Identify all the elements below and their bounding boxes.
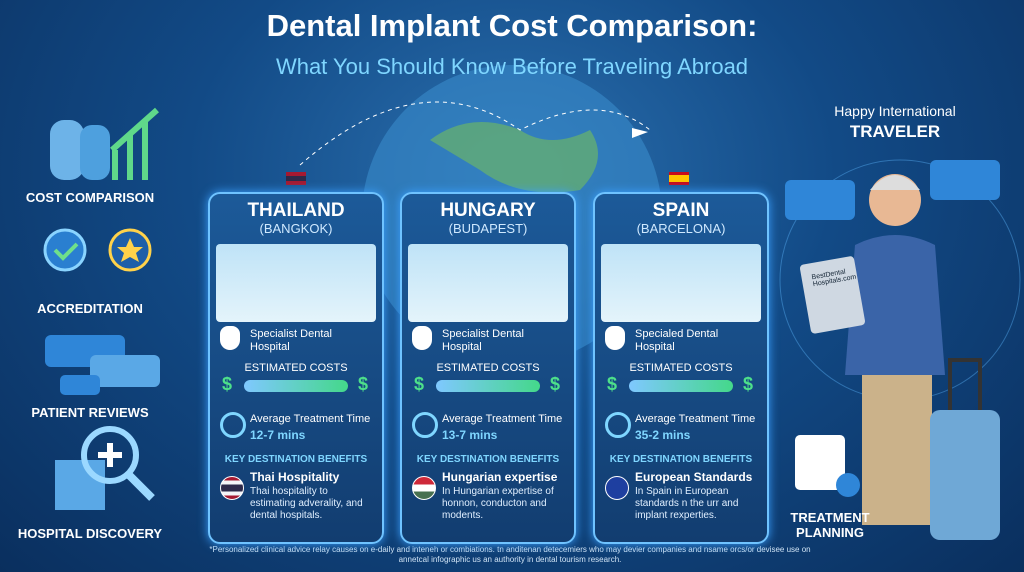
- cost-label: ESTIMATED COSTS: [244, 362, 348, 374]
- cost-low: $: [607, 374, 618, 394]
- city: (BUDAPEST): [448, 221, 528, 236]
- benefit-title: Thai Hospitality: [250, 470, 340, 484]
- hospital-image: [408, 244, 568, 322]
- benefit-title: European Standards: [635, 470, 753, 484]
- benefits-label: KEY DESTINATION BENEFITS: [416, 454, 560, 465]
- cost-bar: [629, 380, 733, 392]
- country: SPAIN: [652, 200, 710, 221]
- hospital-type: Specialed Dental Hospital: [635, 328, 719, 353]
- time-value: 13-7 mins: [442, 428, 498, 442]
- traveler-line2: TRAVELER: [849, 122, 941, 141]
- destination-card: THAILAND (BANGKOK) Specialist Dental Hospi…: [208, 192, 384, 544]
- time-label: Average Treatment Time: [250, 413, 371, 425]
- destination-card: HUNGARY (BUDAPEST) Specialist Dental Hospi…: [400, 192, 576, 544]
- hospital-type: Specialist Dental Hospital: [250, 328, 332, 353]
- hospital-image: [216, 244, 376, 322]
- cost-bar: [436, 380, 540, 392]
- cost-high: $: [742, 374, 753, 394]
- subtitle: What You Should Know Before Traveling Ab…: [275, 54, 749, 79]
- cost-label: ESTIMATED COSTS: [629, 362, 733, 374]
- benefit-text: In Hungarian expertise of honnon, conduc…: [442, 486, 554, 521]
- time-label: Average Treatment Time: [635, 413, 756, 425]
- flag-es-band: [669, 175, 689, 182]
- flag-th-band: [286, 176, 306, 181]
- sidebar-label: HOSPITAL DISCOVERY: [17, 526, 163, 541]
- benefit-title: Hungarian expertise: [442, 470, 558, 484]
- hospital-type: Specialist Dental Hospital: [442, 328, 524, 353]
- stopwatch-icon: [220, 412, 246, 438]
- country-flag: [605, 476, 629, 500]
- country-flag: [220, 476, 244, 500]
- cost-high: $: [549, 374, 560, 394]
- benefits-label: KEY DESTINATION BENEFITS: [609, 454, 753, 465]
- sidebar-label: ACCREDITATION: [37, 301, 143, 316]
- tooth-icon: [220, 326, 240, 350]
- stopwatch-icon: [605, 412, 631, 438]
- cost-bar: [244, 380, 348, 392]
- time-label: Average Treatment Time: [442, 413, 563, 425]
- benefit-text: In Spain in European standards n the urr…: [635, 486, 739, 521]
- time-value: 12-7 mins: [250, 428, 306, 442]
- route: [299, 101, 651, 166]
- title: Dental Implant Cost Comparison:: [266, 8, 758, 43]
- cost-low: $: [414, 374, 425, 394]
- continent: [430, 122, 598, 193]
- city: (BANGKOK): [259, 221, 333, 236]
- cost-high: $: [357, 374, 368, 394]
- benefits-label: KEY DESTINATION BENEFITS: [224, 454, 368, 465]
- tooth-icon: [605, 326, 625, 350]
- stopwatch-icon: [412, 412, 438, 438]
- country: THAILAND: [247, 200, 345, 221]
- traveler-line1: Happy International: [834, 103, 956, 119]
- footnote: *Personalized clinical advice relay caus…: [209, 545, 811, 564]
- destination-card: SPAIN (BARCELONA) Specialed Dental Hospita…: [593, 192, 769, 544]
- sidebar-label: PATIENT REVIEWS: [31, 405, 149, 420]
- cost-low: $: [222, 374, 233, 394]
- time-value: 35-2 mins: [635, 428, 691, 442]
- traveler-figure: [779, 159, 1021, 540]
- country: HUNGARY: [440, 200, 536, 221]
- hospital-image: [601, 244, 761, 322]
- planning-label: TREATMENT PLANNING: [790, 510, 870, 540]
- city: (BARCELONA): [636, 221, 726, 236]
- tooth-icon: [412, 326, 432, 350]
- cost-label: ESTIMATED COSTS: [436, 362, 540, 374]
- plane: [632, 128, 648, 138]
- benefit-text: Thai hospitality to estimating adveralit…: [250, 486, 363, 521]
- sidebar-icons: [43, 107, 160, 510]
- sidebar-label: COST COMPARISON: [25, 190, 155, 205]
- country-flag: [412, 476, 436, 500]
